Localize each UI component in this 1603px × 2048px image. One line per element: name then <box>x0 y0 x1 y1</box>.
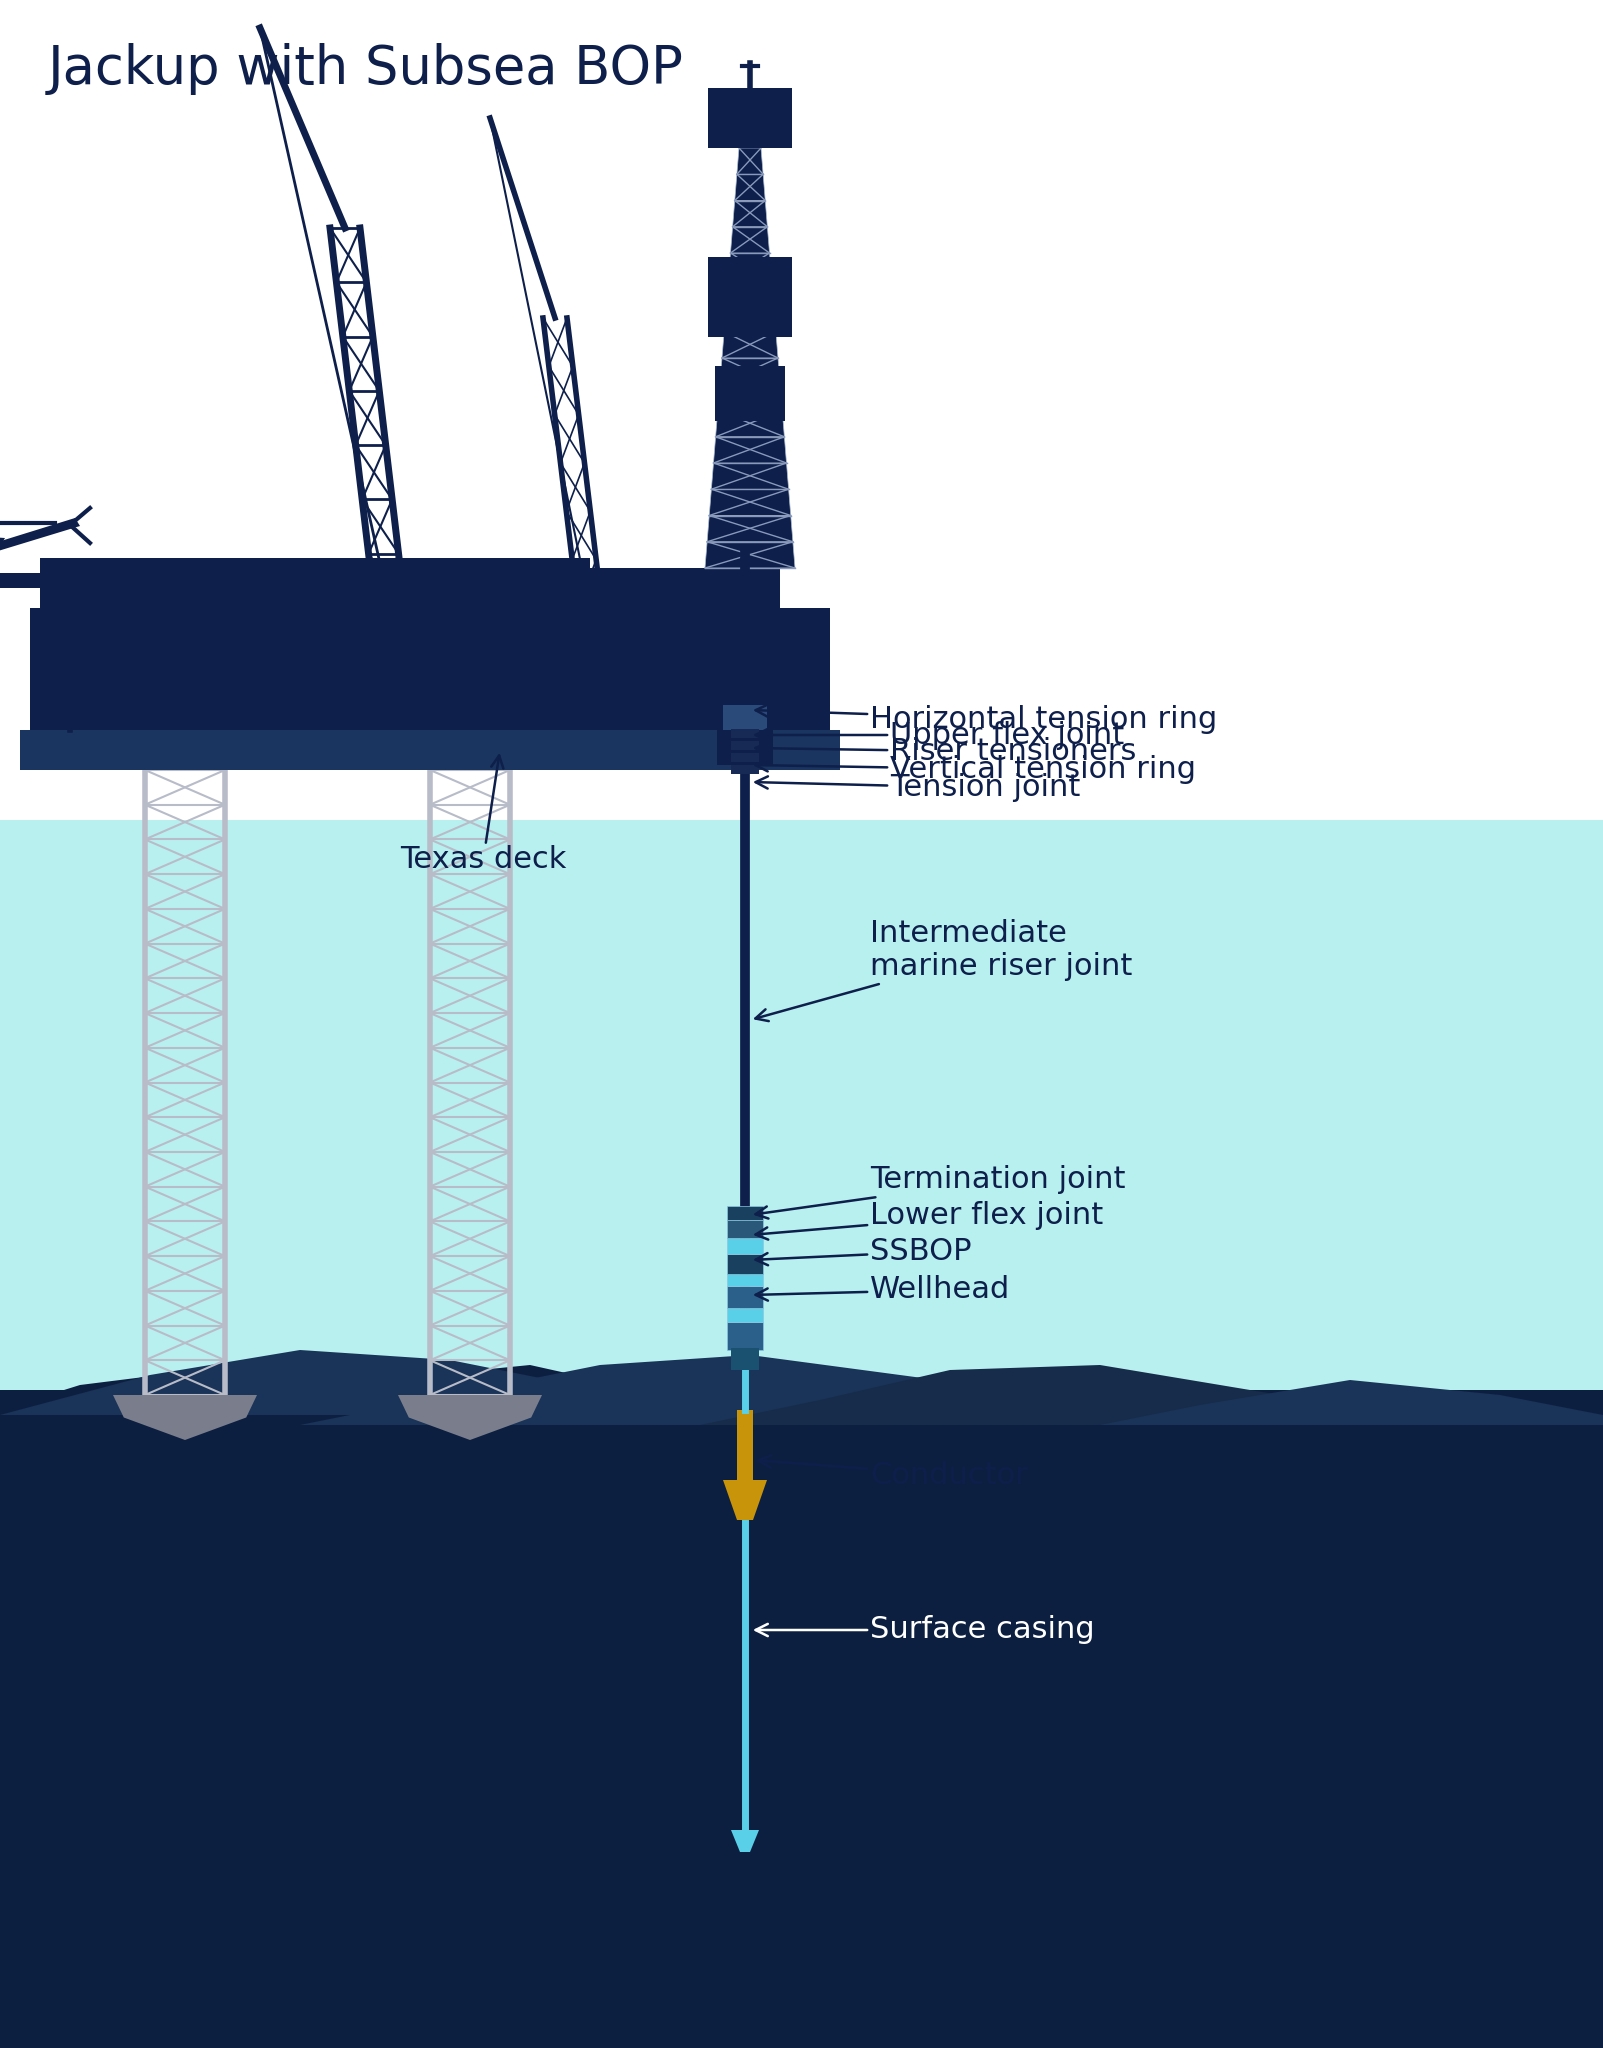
Text: Jackup with Subsea BOP: Jackup with Subsea BOP <box>48 43 684 94</box>
Text: Conductor: Conductor <box>758 1456 1028 1489</box>
Text: Texas deck: Texas deck <box>401 756 566 874</box>
Polygon shape <box>728 254 771 279</box>
Bar <box>728 1323 763 1350</box>
Polygon shape <box>737 147 763 174</box>
Bar <box>717 729 773 766</box>
Bar <box>728 1286 763 1309</box>
Text: Tension joint: Tension joint <box>755 774 1080 803</box>
Polygon shape <box>733 201 768 227</box>
Bar <box>723 705 766 735</box>
Text: Surface casing: Surface casing <box>755 1616 1095 1645</box>
Bar <box>19 729 840 770</box>
Polygon shape <box>300 1356 1201 1425</box>
Bar <box>0 1391 1603 2048</box>
Polygon shape <box>718 385 782 410</box>
Bar <box>728 1206 763 1221</box>
Bar <box>728 1221 763 1237</box>
Bar <box>728 1253 763 1274</box>
Polygon shape <box>0 518 80 551</box>
Text: Termination joint: Termination joint <box>755 1165 1125 1219</box>
Bar <box>728 1274 763 1286</box>
Bar <box>728 1309 763 1323</box>
Bar <box>709 256 792 338</box>
Bar <box>731 741 758 750</box>
Bar <box>0 573 90 588</box>
Polygon shape <box>731 1831 758 1851</box>
Bar <box>40 557 590 608</box>
Text: Riser tensioners: Riser tensioners <box>755 737 1137 766</box>
Polygon shape <box>723 1481 766 1520</box>
Polygon shape <box>0 1366 1603 2048</box>
Polygon shape <box>398 1395 542 1440</box>
Polygon shape <box>725 305 776 332</box>
Polygon shape <box>0 530 5 563</box>
Text: Intermediate
marine riser joint: Intermediate marine riser joint <box>755 920 1132 1022</box>
Bar <box>30 608 830 729</box>
Polygon shape <box>720 358 781 385</box>
Polygon shape <box>701 1366 1500 1425</box>
Polygon shape <box>734 174 765 201</box>
Text: Wellhead: Wellhead <box>755 1276 1010 1305</box>
Bar <box>737 1409 753 1481</box>
Text: SSBOP: SSBOP <box>755 1237 971 1266</box>
Polygon shape <box>0 1350 649 1415</box>
Polygon shape <box>709 489 790 516</box>
Polygon shape <box>1100 1380 1603 1425</box>
Polygon shape <box>721 332 777 358</box>
Bar <box>728 1237 763 1253</box>
Text: Horizontal tension ring: Horizontal tension ring <box>755 705 1217 735</box>
Polygon shape <box>705 543 795 567</box>
Bar <box>731 729 758 737</box>
Text: Lower flex joint: Lower flex joint <box>755 1200 1103 1239</box>
Polygon shape <box>726 279 774 305</box>
Polygon shape <box>707 516 793 543</box>
Text: Upper flex joint: Upper flex joint <box>755 721 1124 750</box>
Text: Vertical tension ring: Vertical tension ring <box>755 756 1196 784</box>
Bar <box>580 567 781 608</box>
Polygon shape <box>112 1395 256 1440</box>
Polygon shape <box>715 410 784 436</box>
Bar <box>709 88 792 147</box>
Polygon shape <box>712 463 789 489</box>
Bar <box>731 754 758 762</box>
Polygon shape <box>713 436 787 463</box>
Bar <box>715 367 785 422</box>
Bar <box>731 766 758 774</box>
Polygon shape <box>731 227 769 254</box>
Bar <box>731 1348 758 1370</box>
Bar <box>0 819 1603 1430</box>
